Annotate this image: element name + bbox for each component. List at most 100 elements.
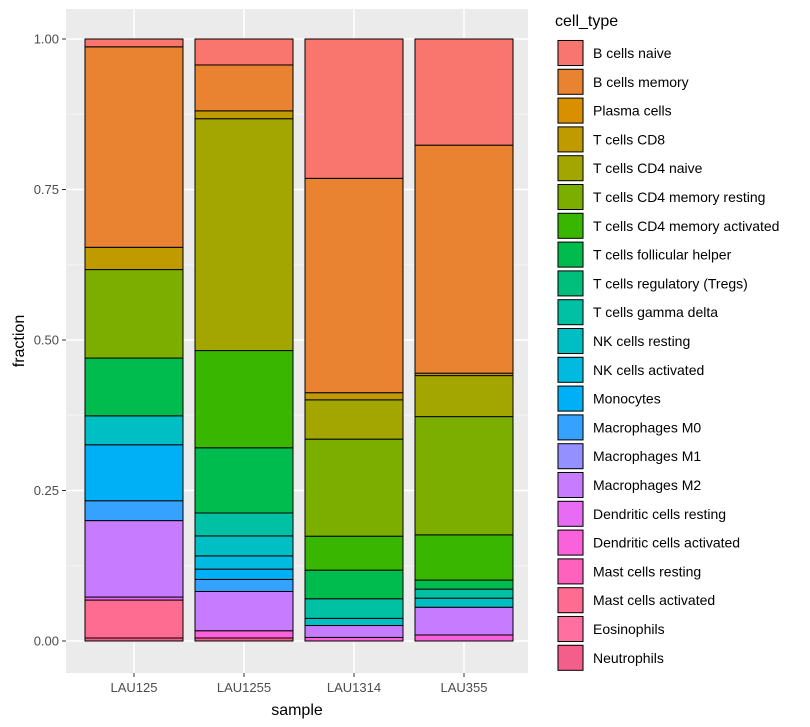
- bar-segment: [194, 118, 294, 352]
- legend-label: T cells CD4 memory resting: [593, 189, 765, 205]
- bar-segment: [84, 500, 184, 522]
- legend-swatch: [557, 241, 584, 268]
- bar-segment: [194, 64, 294, 112]
- legend-swatch: [557, 385, 584, 412]
- legend-label: T cells regulatory (Tregs): [593, 275, 748, 291]
- legend-label: NK cells activated: [593, 362, 704, 378]
- bar-segment: [304, 177, 404, 394]
- legend-swatch: [557, 299, 584, 326]
- bar-segment: [304, 617, 404, 627]
- bar-segment: [304, 598, 404, 619]
- bar-segment: [414, 634, 514, 642]
- bar-segment: [414, 416, 514, 536]
- legend-label: B cells naive: [593, 45, 672, 61]
- bar-segment: [414, 144, 514, 374]
- legend-item: B cells memory: [557, 68, 689, 96]
- legend-item: T cells CD8: [557, 125, 665, 153]
- legend-swatch: [557, 443, 584, 470]
- legend-label: T cells follicular helper: [593, 247, 732, 263]
- legend-item: T cells follicular helper: [557, 241, 732, 269]
- bar-segment: [84, 444, 184, 502]
- bar-segment: [414, 375, 514, 418]
- legend-swatch: [557, 97, 584, 124]
- legend-swatch: [557, 414, 584, 441]
- legend-label: Mast cells activated: [593, 592, 715, 608]
- bar-segment: [414, 38, 514, 146]
- legend-swatch: [557, 472, 584, 498]
- bar-stack-LAU1314: [304, 38, 404, 642]
- legend-item: Macrophages M0: [557, 413, 701, 441]
- legend-item: Plasma cells: [557, 97, 672, 125]
- bar-segment: [414, 588, 514, 599]
- bar-segment: [414, 597, 514, 608]
- y-tick-label: 0.50: [34, 333, 59, 348]
- legend-label: T cells gamma delta: [593, 304, 718, 320]
- y-axis-title: fraction: [11, 315, 28, 367]
- bar-segment: [194, 447, 294, 514]
- bar-segment: [194, 568, 294, 580]
- bar-segment: [414, 606, 514, 636]
- legend-label: Dendritic cells activated: [593, 535, 740, 551]
- bar-segment: [194, 512, 294, 537]
- bar-segment: [84, 246, 184, 271]
- bar-segment: [194, 578, 294, 592]
- x-tick-label: LAU1314: [327, 680, 381, 695]
- legend-label: T cells CD4 memory activated: [593, 218, 779, 234]
- legend-item: T cells CD4 naive: [557, 154, 703, 182]
- y-tick-label: 0.75: [34, 182, 59, 197]
- legend-item: Mast cells resting: [557, 557, 701, 585]
- legend-item: Dendritic cells resting: [557, 500, 726, 528]
- legend-item: T cells CD4 memory activated: [557, 212, 779, 240]
- legend-item: T cells gamma delta: [557, 298, 718, 326]
- bar-segment: [304, 399, 404, 440]
- legend-swatch: [557, 558, 584, 585]
- legend-swatch: [557, 155, 584, 182]
- bar-segment: [194, 535, 294, 557]
- bars: [84, 38, 514, 642]
- legend-swatch: [557, 500, 584, 527]
- legend-label: Neutrophils: [593, 650, 664, 666]
- legend-item: Dendritic cells activated: [557, 529, 740, 557]
- legend-swatch: [557, 644, 584, 671]
- y-tick-label: 1.00: [34, 32, 59, 47]
- legend-swatch: [557, 40, 584, 66]
- legend-item: Neutrophils: [557, 644, 664, 672]
- legend-item: Monocytes: [557, 385, 661, 413]
- bar-stack-LAU125: [84, 38, 184, 642]
- legend-label: Monocytes: [593, 391, 661, 407]
- legend-item: NK cells activated: [557, 356, 704, 384]
- bar-segment: [84, 520, 184, 598]
- bar-stack-LAU355: [414, 38, 514, 642]
- x-axis-title: sample: [271, 702, 323, 719]
- legend-label: T cells CD4 naive: [593, 160, 703, 176]
- x-tick-label: LAU355: [441, 680, 488, 695]
- legend-item: B cells naive: [557, 39, 672, 67]
- bar-segment: [414, 579, 514, 590]
- bar-segment: [304, 438, 404, 537]
- x-axis-ticks: LAU125 LAU1255 LAU1314 LAU355: [111, 673, 488, 695]
- legend-label: Dendritic cells resting: [593, 506, 726, 522]
- legend-swatch: [557, 184, 584, 210]
- legend-item: Mast cells activated: [557, 586, 715, 614]
- legend-item: T cells regulatory (Tregs): [557, 269, 748, 297]
- legend-item: Macrophages M2: [557, 471, 701, 499]
- legend-swatch: [557, 212, 584, 239]
- bar-segment: [84, 357, 184, 417]
- bar-segment: [304, 38, 404, 179]
- legend-swatch: [557, 328, 584, 354]
- x-tick-label: LAU125: [111, 680, 158, 695]
- bar-segment: [194, 38, 294, 66]
- legend-title: cell_type: [555, 13, 618, 30]
- bar-segment: [414, 534, 514, 581]
- legend-label: Macrophages M1: [593, 448, 701, 464]
- legend-swatch: [557, 529, 584, 556]
- legend-label: B cells memory: [593, 74, 689, 90]
- legend-label: Mast cells resting: [593, 563, 701, 579]
- bar-segment: [304, 392, 404, 401]
- y-tick-label: 0.00: [34, 634, 59, 649]
- bar-stack-LAU1255: [194, 38, 294, 642]
- y-axis-ticks: 0.00 0.25 0.50 0.75 1.00: [34, 32, 66, 649]
- bar-segment: [84, 269, 184, 359]
- legend-item: Macrophages M1: [557, 442, 701, 470]
